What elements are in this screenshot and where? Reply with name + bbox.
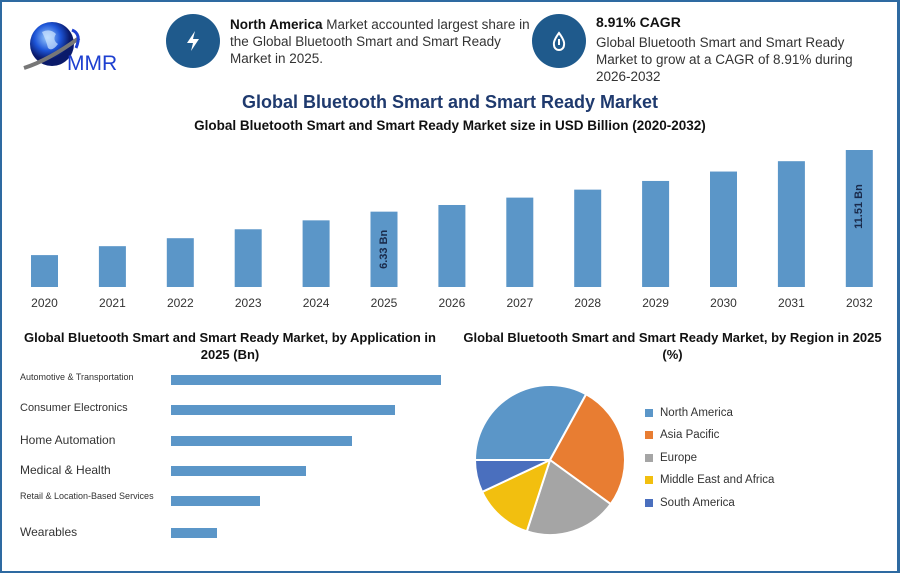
legend-item: Europe xyxy=(645,452,697,464)
legend-item: Middle East and Africa xyxy=(645,474,774,486)
x-tick-label: 2022 xyxy=(167,296,194,310)
x-tick-label: 2028 xyxy=(574,296,601,310)
bar-2025 xyxy=(370,211,398,287)
category-label: Consumer Electronics xyxy=(20,402,128,414)
bar-2023 xyxy=(234,229,262,287)
x-tick-label: 2025 xyxy=(371,296,398,310)
globe-logo-icon: MMR xyxy=(23,22,117,75)
pie-slice-middle-east-and-africa xyxy=(480,458,552,533)
bar-consumer-electronics xyxy=(171,405,396,415)
legend-swatch xyxy=(645,409,653,417)
data-label: 11.51 Bn xyxy=(853,184,865,229)
bar-2021 xyxy=(98,246,126,287)
bar-2028 xyxy=(574,189,602,287)
bar-2026 xyxy=(438,204,466,287)
x-tick-label: 2024 xyxy=(303,296,330,310)
main-title: Global Bluetooth Smart and Smart Ready M… xyxy=(241,92,659,112)
pie-slice-south-america xyxy=(473,459,551,494)
bar-medical-health xyxy=(171,466,306,476)
legend-swatch xyxy=(645,499,653,507)
lightning-icon xyxy=(166,14,220,68)
legend-item: South America xyxy=(645,497,735,509)
region-pie-chart xyxy=(473,384,626,536)
legend-label: Middle East and Africa xyxy=(660,474,775,486)
pie-slice-asia-pacific xyxy=(548,392,626,506)
cagr-heading: 8.91% CAGR xyxy=(596,14,681,30)
x-tick-label: 2031 xyxy=(778,296,805,310)
cagr-info: Global Bluetooth Smart and Smart Ready M… xyxy=(596,35,853,84)
legend-swatch xyxy=(645,476,653,484)
x-tick-label: 2026 xyxy=(439,296,466,310)
mmr-logo: MMR xyxy=(22,18,142,78)
x-tick-label: 2030 xyxy=(710,296,737,310)
application-chart-title: Global Bluetooth Smart and Smart Ready M… xyxy=(24,330,436,362)
region-chart-title: Global Bluetooth Smart and Smart Ready M… xyxy=(463,330,882,362)
bar-retail-location-based-services xyxy=(171,496,261,506)
bar-2027 xyxy=(506,197,534,287)
legend-label: South America xyxy=(660,497,735,509)
bar-2029 xyxy=(642,180,670,287)
x-tick-label: 2020 xyxy=(31,296,58,310)
legend-label: North America xyxy=(660,407,733,419)
x-tick-label: 2029 xyxy=(642,296,669,310)
legend-label: Asia Pacific xyxy=(660,429,720,441)
category-label: Medical & Health xyxy=(20,463,111,477)
growth-drop-icon xyxy=(532,14,586,68)
bar-2032 xyxy=(845,150,873,287)
bar-2031 xyxy=(777,161,805,287)
bar-wearables xyxy=(171,528,217,538)
x-tick-label: 2023 xyxy=(235,296,262,310)
legend-swatch xyxy=(645,431,653,439)
category-label: Retail & Location-Based Services xyxy=(20,491,154,501)
bar-2030 xyxy=(710,171,737,287)
category-label: Wearables xyxy=(20,525,78,539)
bar-automotive-transportation xyxy=(171,375,441,385)
bar-home-automation xyxy=(171,436,352,446)
svg-text:MMR: MMR xyxy=(67,52,117,75)
north-america-info: North America Market accounted largest s… xyxy=(230,17,530,66)
bar-chart-title: Global Bluetooth Smart and Smart Ready M… xyxy=(194,118,706,133)
bar-2022 xyxy=(166,238,194,287)
category-label: Home Automation xyxy=(20,433,116,447)
bar-2020 xyxy=(31,255,58,287)
data-label: 6.33 Bn xyxy=(378,229,390,268)
bar-2024 xyxy=(302,220,330,287)
x-tick-label: 2032 xyxy=(846,296,873,310)
legend-swatch xyxy=(645,454,653,462)
category-label: Automotive & Transportation xyxy=(20,372,134,382)
x-tick-label: 2027 xyxy=(506,296,533,310)
market-size-bar-chart: 2020 2021 2022 2023 2024 2025 6.33 Bn 2026 2027 2… xyxy=(31,150,873,310)
legend-label: Europe xyxy=(660,452,698,464)
legend-item: Asia Pacific xyxy=(645,429,719,441)
legend-item: North America xyxy=(645,407,733,419)
pie-slice-europe xyxy=(525,458,613,536)
pie-slice-north-america xyxy=(473,384,588,461)
x-tick-label: 2021 xyxy=(99,296,126,310)
